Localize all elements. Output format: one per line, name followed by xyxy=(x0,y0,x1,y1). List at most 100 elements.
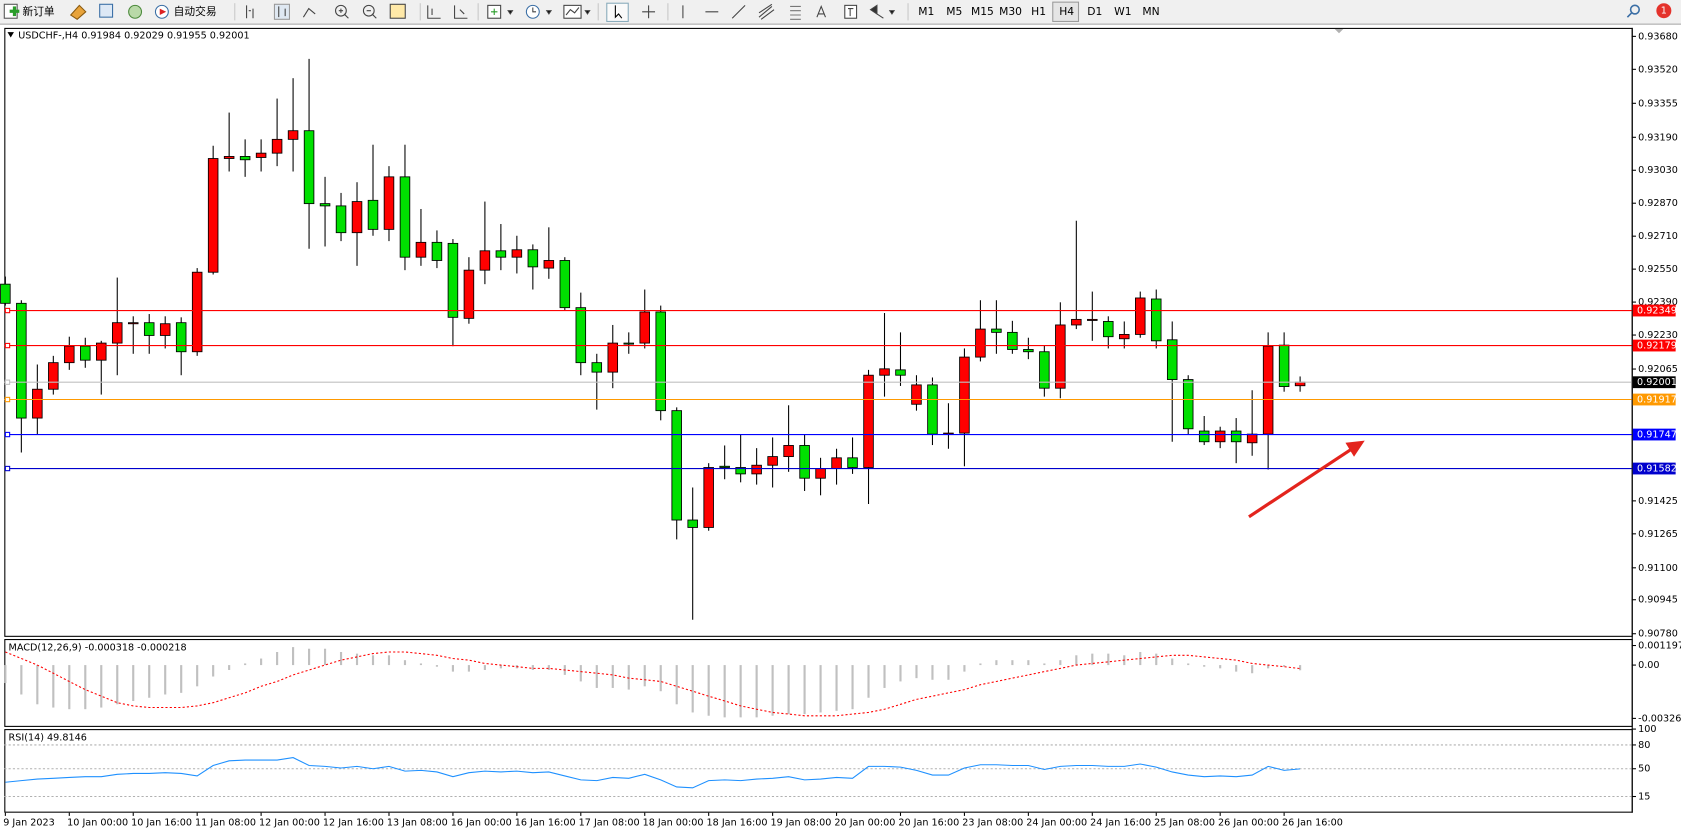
candle-body xyxy=(415,241,427,258)
candle-body xyxy=(1198,430,1210,443)
timeframe-button[interactable]: M30 xyxy=(999,5,1022,18)
candle-body xyxy=(719,465,730,468)
candle-body xyxy=(879,368,890,376)
new-order-button[interactable]: 新订单 xyxy=(3,3,55,19)
level-label-box xyxy=(1632,428,1676,441)
candle-body xyxy=(959,356,970,434)
timeframe-button[interactable]: H1 xyxy=(1031,5,1046,18)
macd-bar xyxy=(1171,658,1174,666)
macd-bar xyxy=(148,665,151,698)
candle-body xyxy=(831,457,842,469)
timeframe-button[interactable]: W1 xyxy=(1114,5,1131,18)
macd-bar xyxy=(467,665,470,672)
candle-body xyxy=(751,464,762,475)
level-anchor xyxy=(4,396,11,403)
macd-bar xyxy=(1219,665,1222,669)
y-tick-label: 0.92870 xyxy=(1638,198,1678,209)
timeframe-button[interactable]: D1 xyxy=(1087,5,1102,18)
candle-body xyxy=(111,322,123,344)
macd-bar xyxy=(1059,660,1062,666)
macd-bar xyxy=(755,665,758,718)
macd-bar xyxy=(691,665,694,713)
candle-body xyxy=(591,362,603,373)
candle-body xyxy=(1039,351,1050,389)
candle-body xyxy=(655,311,666,412)
chart-tools[interactable] xyxy=(234,2,909,22)
timeframe-button[interactable]: H4 xyxy=(1059,5,1074,18)
x-tick-label: 19 Jan 08:00 xyxy=(770,817,831,828)
x-tick-label: 25 Jan 08:00 xyxy=(1154,817,1215,828)
timeframe-button[interactable]: M15 xyxy=(971,5,994,18)
candle-body xyxy=(1278,344,1290,387)
x-tick-label: 13 Jan 08:00 xyxy=(387,817,448,828)
candle-body xyxy=(351,201,363,234)
candle-body xyxy=(1182,379,1194,430)
macd-bar xyxy=(803,665,806,715)
candle-body xyxy=(1071,318,1082,326)
level-label: 0.92349 xyxy=(1637,306,1677,317)
candle-body xyxy=(32,388,43,419)
level-label-box xyxy=(1632,393,1676,406)
rsi-title: RSI(14) 49.8146 xyxy=(9,733,87,744)
macd-bar xyxy=(276,652,279,666)
x-tick-label: 24 Jan 00:00 xyxy=(1026,817,1087,828)
macd-bar xyxy=(1091,653,1094,666)
candle-body xyxy=(223,156,235,159)
macd-bar xyxy=(547,665,550,670)
candle-body xyxy=(1103,321,1114,338)
timeframe-button[interactable]: M5 xyxy=(946,5,962,18)
macd-bar xyxy=(947,665,950,680)
macd-bar xyxy=(1155,653,1158,666)
macd-bar xyxy=(995,660,998,666)
macd-bar xyxy=(931,665,934,680)
candle-body xyxy=(96,342,107,361)
toolbar xyxy=(0,0,1681,24)
y-tick-label: 0.91265 xyxy=(1638,529,1678,540)
x-tick-label: 16 Jan 16:00 xyxy=(515,817,576,828)
candle-body xyxy=(159,323,171,336)
y-tick-label: 0.001197 xyxy=(1638,641,1681,652)
level-anchor xyxy=(4,465,11,472)
x-tick-label: 10 Jan 16:00 xyxy=(131,817,192,828)
y-tick-label: 0.91100 xyxy=(1638,563,1678,574)
candle-body xyxy=(383,176,395,230)
x-tick-label: 20 Jan 16:00 xyxy=(898,817,959,828)
macd-bar xyxy=(212,665,215,677)
toolbar-icons[interactable] xyxy=(69,3,169,20)
plot-layer: 0.93680 0.93520 0.93355 0.93190 0.93030 0.928… xyxy=(0,31,1681,828)
macd-bar xyxy=(483,665,486,670)
macd-bar xyxy=(100,665,103,708)
y-tick-label: 100 xyxy=(1638,724,1656,735)
x-tick-label: 20 Jan 00:00 xyxy=(834,817,895,828)
candle-body xyxy=(767,456,778,466)
notification-badge[interactable] xyxy=(1656,3,1672,19)
x-tick-label: 16 Jan 00:00 xyxy=(451,817,512,828)
chart-title: USDCHF-,H4 0.91984 0.92029 0.91955 0.920… xyxy=(18,30,249,41)
candle-body xyxy=(1007,331,1018,350)
macd-bar xyxy=(164,665,167,695)
candle-body xyxy=(671,410,682,521)
level-anchor xyxy=(4,379,11,385)
x-tick-label: 24 Jan 16:00 xyxy=(1090,817,1151,828)
macd-bar xyxy=(979,663,982,666)
macd-bar xyxy=(659,665,662,692)
new-order-label: 新订单 xyxy=(23,5,55,18)
candle-body xyxy=(623,342,635,345)
auto-trading-label[interactable]: 自动交易 xyxy=(174,5,217,18)
timeframe-button[interactable]: M1 xyxy=(918,5,934,18)
macd-bar xyxy=(1283,665,1286,667)
candle-body xyxy=(1262,345,1274,435)
search-icon[interactable] xyxy=(1626,4,1640,18)
candle-body xyxy=(175,322,187,353)
y-tick-label: 0.93355 xyxy=(1638,98,1678,109)
y-tick-label: 0.90780 xyxy=(1638,629,1678,640)
candle-body xyxy=(607,342,619,373)
macd-bar xyxy=(851,665,854,710)
x-tick-label: 18 Jan 00:00 xyxy=(643,817,704,828)
candle-body xyxy=(447,242,459,318)
macd-bar xyxy=(723,665,726,718)
notification-count: 1 xyxy=(1661,6,1667,17)
timeframe-button[interactable]: MN xyxy=(1142,5,1159,18)
y-tick-label: 0.91425 xyxy=(1638,496,1678,507)
